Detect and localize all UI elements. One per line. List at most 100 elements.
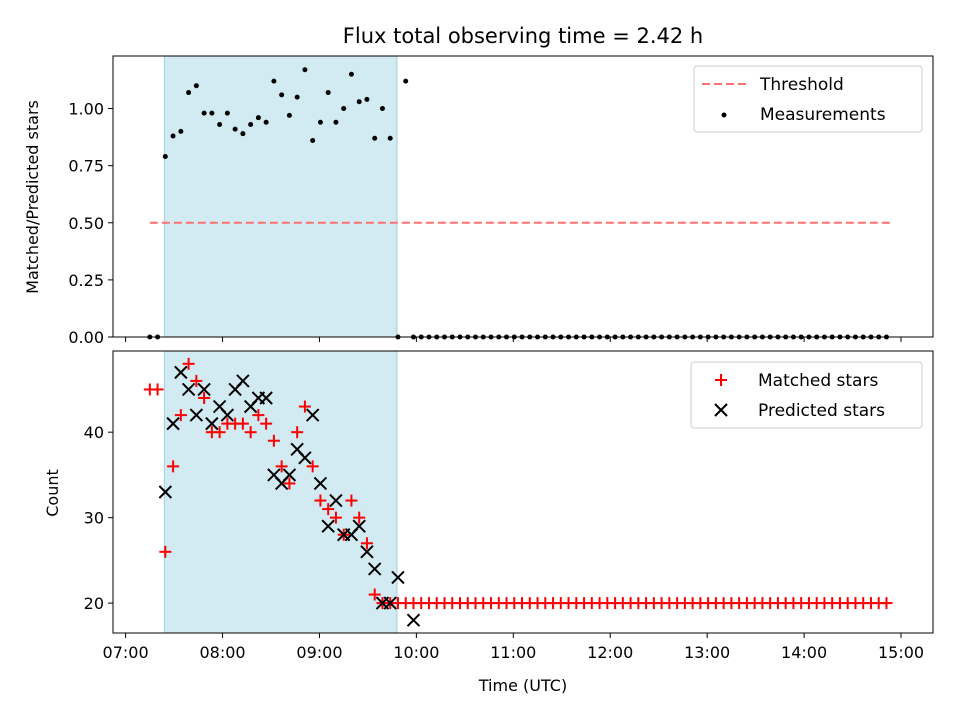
- matched-star-point: [275, 460, 288, 473]
- predicted-star-point: [166, 416, 180, 431]
- matched-star-point: [182, 357, 195, 370]
- legend-measurements-swatch: [721, 112, 727, 118]
- measurement-point: [379, 106, 385, 112]
- measurement-point: [341, 106, 347, 112]
- y-tick-label: 40: [84, 423, 104, 442]
- measurement-point: [348, 71, 354, 77]
- x-tick-label: 12:00: [587, 643, 633, 662]
- matched-star-point: [198, 392, 211, 404]
- measurement-point: [333, 119, 339, 125]
- predicted-star-point: [236, 374, 250, 388]
- measurement-point: [372, 135, 378, 141]
- predicted-star-point: [259, 391, 273, 405]
- y-axis-label-top: Matched/Predicted stars: [23, 100, 42, 294]
- star-count-chart: 20 30 40 07:00 08:00 09:00 10:00 11:00 12:00 13:…: [43, 350, 934, 695]
- measurement-point: [217, 122, 223, 128]
- x-axis-label: Time (UTC): [478, 676, 567, 695]
- plot-frame-bottom: [112, 350, 934, 634]
- measurement-point: [162, 154, 168, 160]
- matched-star-point: [190, 374, 203, 387]
- predicted-star-point: [181, 382, 196, 397]
- y-tick-label: 20: [84, 594, 104, 613]
- measurement-point: [240, 131, 246, 137]
- x-tick-label: 11:00: [490, 643, 536, 662]
- y-tick-label: 0.00: [68, 328, 104, 347]
- measurement-point: [364, 96, 370, 102]
- predicted-star-point: [352, 519, 366, 533]
- measurement-point: [279, 92, 285, 98]
- legend-top: Threshold Measurements: [693, 65, 923, 133]
- x-tick-label: 09:00: [296, 643, 342, 662]
- measurement-point: [387, 135, 393, 141]
- predicted-star-point: [383, 596, 397, 610]
- x-tick-label: 14:00: [781, 643, 827, 662]
- matched-star-point: [291, 426, 304, 439]
- x-tick-label: 10:00: [393, 643, 439, 662]
- y-tick-label: 30: [84, 509, 104, 528]
- matched-star-point: [368, 588, 381, 601]
- predicted-star-point: [367, 562, 382, 576]
- measurement-point: [356, 99, 362, 105]
- x-axis-ticks-top: [125, 337, 902, 342]
- x-tick-label: 15:00: [878, 643, 924, 662]
- predicted-star-point: [329, 493, 343, 508]
- y-axis-label-bottom: Count: [43, 469, 62, 517]
- measurement-point: [325, 90, 331, 96]
- y-tick-label: 0.25: [68, 271, 104, 290]
- matched-stars-points: [143, 357, 893, 610]
- y-axis-ticks-top: 0.00 0.25 0.50 0.75 1.00: [68, 100, 113, 347]
- measurement-point: [178, 128, 184, 134]
- measurement-point: [224, 110, 230, 116]
- x-axis-ticks-bottom: 07:00 08:00 09:00 10:00 11:00 12:00 13:00 14:00…: [103, 633, 924, 662]
- legend-matched-swatch: [715, 374, 727, 386]
- plot-frame-top: [112, 55, 934, 338]
- matched-star-point: [260, 417, 273, 430]
- predicted-star-point: [197, 382, 211, 397]
- chart-title: Flux total observing time = 2.42 h: [343, 24, 703, 48]
- predicted-star-point: [205, 416, 219, 431]
- matched-star-point: [252, 409, 265, 422]
- measurement-point: [294, 94, 300, 100]
- measurement-point: [232, 126, 238, 132]
- measurement-point: [186, 90, 192, 96]
- matched-star-point: [151, 383, 164, 396]
- measurement-point: [248, 122, 254, 128]
- matched-star-point: [244, 426, 257, 439]
- matched-star-point: [213, 426, 226, 439]
- matched-star-point: [167, 460, 180, 473]
- measurement-point: [286, 112, 292, 118]
- predicted-star-point: [298, 451, 312, 465]
- matched-star-point: [329, 511, 342, 524]
- measurement-point: [302, 67, 308, 73]
- flux-ratio-chart: 0.00 0.25 0.50 0.75 1.00 Flux total observin…: [23, 24, 934, 347]
- predicted-stars-points: [158, 365, 421, 627]
- y-tick-label: 0.50: [68, 214, 104, 233]
- legend-measurements-label: Measurements: [760, 105, 886, 125]
- measurement-point: [209, 110, 215, 116]
- measurement-point: [263, 119, 269, 125]
- matched-star-point: [314, 494, 327, 507]
- matched-star-point: [880, 597, 893, 610]
- matched-star-point: [174, 409, 187, 422]
- legend-matched-label: Matched stars: [758, 371, 878, 391]
- measurement-point: [271, 78, 277, 84]
- measurement-point: [255, 115, 261, 121]
- x-tick-label: 07:00: [103, 643, 149, 662]
- measurement-point: [170, 133, 176, 139]
- measurement-point: [403, 78, 409, 84]
- matched-star-point: [283, 477, 296, 490]
- matched-star-point: [322, 503, 335, 516]
- predicted-star-point: [158, 485, 173, 499]
- matched-star-point: [353, 511, 366, 524]
- legend-predicted-swatch: [714, 403, 728, 417]
- x-tick-label: 08:00: [199, 643, 245, 662]
- measurement-point: [317, 119, 323, 125]
- matched-star-point: [306, 460, 319, 473]
- matched-star-point: [360, 537, 373, 550]
- predicted-star-point: [189, 408, 204, 422]
- legend-predicted-label: Predicted stars: [758, 401, 885, 421]
- y-tick-label: 1.00: [68, 100, 104, 119]
- predicted-star-point: [305, 408, 320, 422]
- predicted-star-point: [282, 468, 297, 482]
